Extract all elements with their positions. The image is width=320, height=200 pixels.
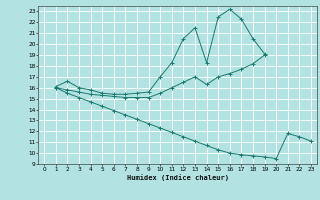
X-axis label: Humidex (Indice chaleur): Humidex (Indice chaleur) bbox=[127, 174, 228, 181]
